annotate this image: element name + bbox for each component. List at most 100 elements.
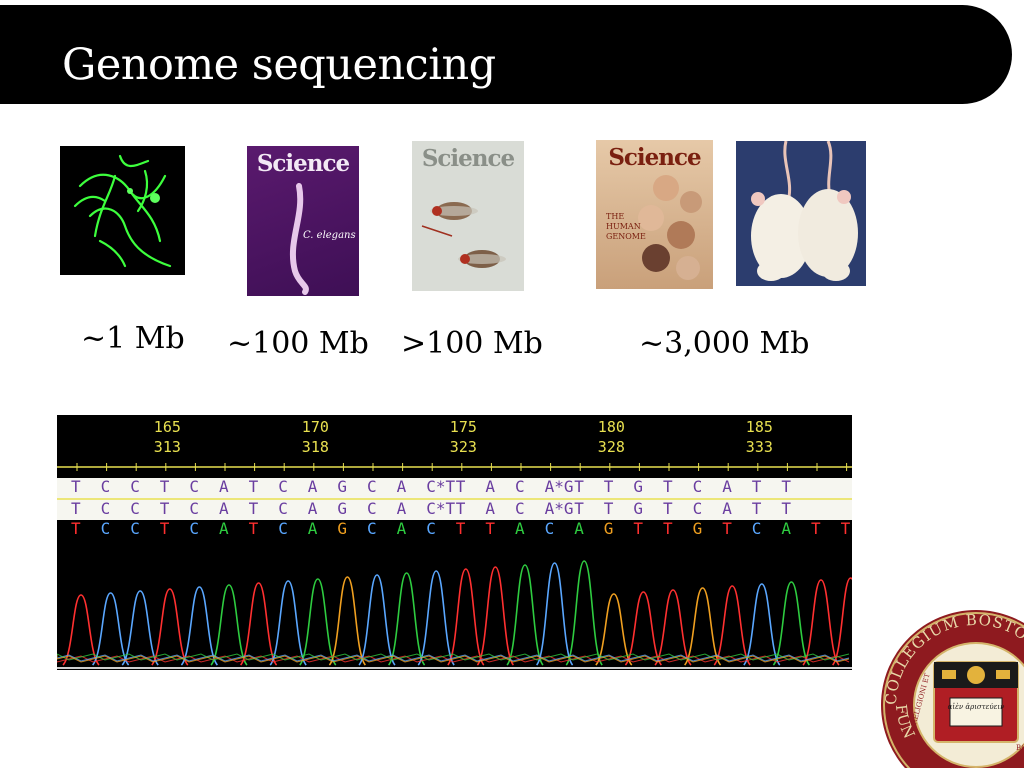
trace-peak (802, 579, 840, 666)
base-call-row-3: T (160, 519, 170, 538)
base-call-row-1: T (604, 477, 614, 496)
mice-photo (736, 141, 866, 286)
base-call-row-3: C (189, 519, 199, 538)
human-genome-label-1: THE (606, 212, 625, 221)
base-call-row-1: T (574, 477, 584, 496)
base-call-row-3: A (515, 519, 525, 538)
human-genome-label-2: HUMAN (606, 222, 641, 231)
base-call-row-2: C (189, 499, 199, 518)
base-call-row-2: C (367, 499, 377, 518)
base-call-row-2: C (130, 499, 140, 518)
human-genome-label-3: GENOME (606, 232, 646, 241)
trace-peak (654, 589, 692, 666)
trace-peak (624, 591, 663, 666)
position-label-top: 170 (302, 418, 329, 436)
base-call-row-2: A (397, 499, 407, 518)
position-label-bottom: 313 (154, 438, 181, 456)
c-elegans-label: C. elegans (303, 230, 356, 241)
position-label-bottom: 333 (746, 438, 773, 456)
base-call-row-3: T (663, 519, 673, 538)
caption-human: ~3,000 Mb (639, 326, 810, 361)
trace-peak (831, 577, 852, 666)
base-call-row-3: G (337, 519, 347, 538)
base-call-row-2: T (71, 499, 81, 518)
position-label-bottom: 328 (598, 438, 625, 456)
slide-title: Genome sequencing (62, 40, 496, 90)
base-call-row-2: T (456, 499, 466, 518)
trace-baseline (57, 653, 850, 661)
boston-college-seal: COLLEGIUM BOSTON FUN αἰὲν ἀριστεύειν REL… (876, 610, 1024, 772)
seal-motto: αἰὲν ἀριστεύειν (948, 702, 1005, 711)
base-call-row-1: A (722, 477, 732, 496)
base-call-row-2: T (160, 499, 170, 518)
trace-peak (772, 581, 811, 666)
trace-peak (447, 568, 485, 666)
base-call-row-1: T (781, 477, 791, 496)
base-call-row-1: G (633, 477, 643, 496)
base-call-row-2: C (101, 499, 111, 518)
base-call-row-3: T (633, 519, 643, 538)
trace-peak (743, 583, 781, 666)
base-call-row-2: G (337, 499, 347, 518)
base-call-row-2: A (722, 499, 732, 518)
trace-peak (269, 580, 307, 666)
science-masthead: Science (256, 150, 350, 177)
base-call-row-1: A (219, 477, 229, 496)
base-call-row-3: C (130, 519, 140, 538)
base-call-row-1: C*T (426, 477, 455, 496)
science-masthead: Science (421, 145, 515, 172)
base-call-row-1: T (249, 477, 259, 496)
base-call-row-3: A (574, 519, 584, 538)
base-call-row-3: C (426, 519, 436, 538)
trace-peak (151, 588, 189, 666)
base-call-row-2: T (663, 499, 673, 518)
base-call-row-1: T (752, 477, 762, 496)
base-call-row-1: T (663, 477, 673, 496)
trace-peak (713, 585, 751, 666)
base-call-row-2: C*T (426, 499, 455, 518)
base-call-row-1: T (71, 477, 81, 496)
base-call-row-1: C (189, 477, 199, 496)
base-call-row-1: A*G (545, 477, 574, 496)
position-label-bottom: 318 (302, 438, 329, 456)
base-call-row-1: T (160, 477, 170, 496)
seal-inner-right: BON (1016, 744, 1024, 752)
base-call-row-3: G (604, 519, 614, 538)
base-call-row-2: T (752, 499, 762, 518)
base-call-row-3: T (71, 519, 81, 538)
base-call-row-3: A (781, 519, 791, 538)
base-call-row-3: T (456, 519, 466, 538)
base-call-row-3: T (841, 519, 851, 538)
base-call-row-3: T (811, 519, 821, 538)
base-call-row-1: C (367, 477, 377, 496)
trace-peak (121, 590, 159, 666)
base-call-row-2: T (781, 499, 791, 518)
base-call-row-3: T (249, 519, 259, 538)
position-label-top: 165 (154, 418, 181, 436)
base-call-row-3: T (722, 519, 732, 538)
base-call-row-1: C (515, 477, 525, 496)
caption-bacterium: ~1 Mb (81, 321, 185, 356)
trace-peak (476, 566, 515, 666)
base-call-row-1: C (101, 477, 111, 496)
trace-peak (506, 564, 544, 666)
trace-baseline (57, 655, 850, 663)
trace-peak (91, 592, 130, 666)
human-genome-cover: Science THE HUMAN GENOME (596, 140, 713, 289)
trace-peak (328, 576, 367, 666)
position-label-bottom: 323 (450, 438, 477, 456)
base-call-row-1: A (397, 477, 407, 496)
trace-peak (387, 572, 426, 666)
sequencing-chromatogram: 165 170 175 180 185 313 318 323 328 333 T C C T C A T C A G… (57, 415, 852, 670)
base-call-row-1: G (337, 477, 347, 496)
base-call-row-1: A (485, 477, 495, 496)
base-call-row-2: A (308, 499, 318, 518)
trace-peak (595, 593, 633, 666)
base-call-row-3: G (693, 519, 703, 538)
trace-peak (299, 578, 337, 666)
base-call-row-1: C (693, 477, 703, 496)
base-call-row-1: C (278, 477, 288, 496)
fruit-fly-cover: Science (412, 141, 524, 291)
base-call-row-1: T (456, 477, 466, 496)
base-call-row-3: A (397, 519, 407, 538)
